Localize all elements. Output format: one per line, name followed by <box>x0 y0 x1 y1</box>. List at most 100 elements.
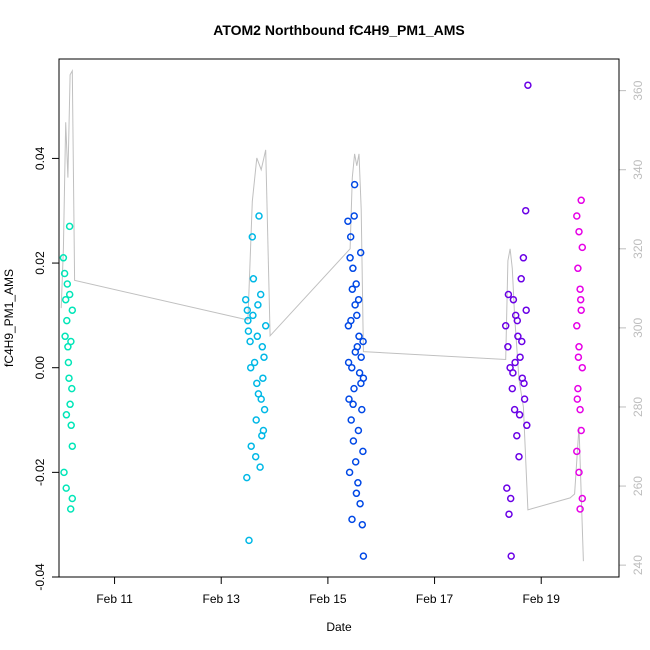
data-point <box>344 217 352 225</box>
data-point <box>258 343 267 351</box>
y-axis-left: -0.04 -0.02 0.00 0.02 0.04 <box>33 146 60 591</box>
y-tick-label: 0.00 <box>33 356 47 380</box>
data-point <box>574 384 582 393</box>
data-point <box>67 337 75 346</box>
data-point <box>357 353 365 361</box>
data-point <box>347 316 355 325</box>
data-point <box>522 306 530 314</box>
data-point <box>520 395 529 403</box>
data-point <box>577 306 585 314</box>
data-point <box>350 212 358 220</box>
data-point <box>351 348 360 356</box>
data-point <box>60 269 69 278</box>
chart-title: ATOM2 Northbound fC4H9_PM1_AMS <box>213 22 465 38</box>
data-point <box>507 552 515 560</box>
data-point <box>575 343 583 351</box>
data-point <box>578 243 587 252</box>
data-point <box>252 416 260 424</box>
data-point <box>62 484 70 492</box>
data-point <box>514 332 522 341</box>
data-point <box>261 322 270 330</box>
x-axis: Feb 11 Feb 13 Feb 15 Feb 17 Feb 19 <box>96 576 561 606</box>
data-point <box>61 295 70 304</box>
data-point <box>251 452 260 461</box>
data-point <box>250 358 259 367</box>
data-point <box>348 363 356 372</box>
data-point <box>513 431 521 440</box>
data-point <box>65 222 74 231</box>
data-point <box>254 301 262 309</box>
data-point <box>354 426 363 435</box>
data-point <box>356 499 364 508</box>
data-point <box>521 206 530 215</box>
data-point <box>576 285 584 293</box>
y2-tick-label: 320 <box>631 238 645 258</box>
data-point <box>346 254 354 262</box>
data-point <box>68 442 77 450</box>
plot-frame <box>58 58 620 578</box>
data-point <box>573 212 581 220</box>
data-point <box>575 468 583 477</box>
data-point <box>348 285 357 293</box>
data-point <box>354 295 363 304</box>
data-point <box>357 379 365 388</box>
data-point <box>517 275 525 283</box>
data-point <box>243 473 251 482</box>
y-axis-label: fC4H9_PM1_AMS <box>2 269 16 367</box>
data-point <box>59 254 68 262</box>
data-point <box>574 353 583 361</box>
x-tick-label: Feb 13 <box>203 592 241 606</box>
y2-tick-label: 300 <box>631 318 645 338</box>
data-point <box>245 536 253 545</box>
data-point <box>249 311 257 320</box>
data-point <box>513 316 522 325</box>
y2-tick-label: 240 <box>631 555 645 575</box>
data-point <box>346 233 355 241</box>
data-point <box>358 405 366 414</box>
x-tick-label: Feb 11 <box>96 592 133 606</box>
data-point <box>258 431 266 440</box>
data-point <box>66 505 75 513</box>
secondary-series-line <box>60 69 584 562</box>
data-point <box>61 332 69 341</box>
data-point <box>523 421 531 430</box>
data-point <box>247 442 255 450</box>
data-point <box>253 332 262 341</box>
data-point <box>351 301 359 309</box>
data-point <box>515 452 523 461</box>
scatter-points-layer <box>59 81 587 560</box>
data-point <box>62 411 71 419</box>
x-tick-label: Feb 15 <box>309 592 347 606</box>
data-point <box>501 322 510 330</box>
data-point <box>345 395 353 403</box>
data-point <box>509 295 518 304</box>
data-point <box>509 369 517 377</box>
data-point <box>354 479 362 487</box>
data-point <box>573 322 581 330</box>
data-point <box>64 358 73 367</box>
data-point <box>260 405 269 414</box>
data-point <box>68 494 77 503</box>
data-point <box>350 180 359 189</box>
data-point <box>246 337 254 346</box>
data-point <box>355 369 364 377</box>
data-point <box>349 437 358 445</box>
data-point <box>256 463 264 471</box>
data-point <box>359 337 367 346</box>
data-point <box>350 384 358 393</box>
data-point <box>241 295 250 304</box>
x-tick-label: Feb 19 <box>523 592 561 606</box>
data-point <box>359 447 367 456</box>
data-point <box>65 290 74 299</box>
data-point <box>64 343 72 351</box>
data-point <box>524 81 532 89</box>
data-point <box>244 327 253 335</box>
data-point <box>65 374 73 382</box>
data-point <box>253 379 261 388</box>
data-point <box>576 505 584 513</box>
data-point <box>349 400 357 409</box>
y-axis-right: 240 260 280 300 320 340 360 <box>618 80 645 575</box>
data-point <box>504 290 513 299</box>
data-point <box>347 416 355 424</box>
